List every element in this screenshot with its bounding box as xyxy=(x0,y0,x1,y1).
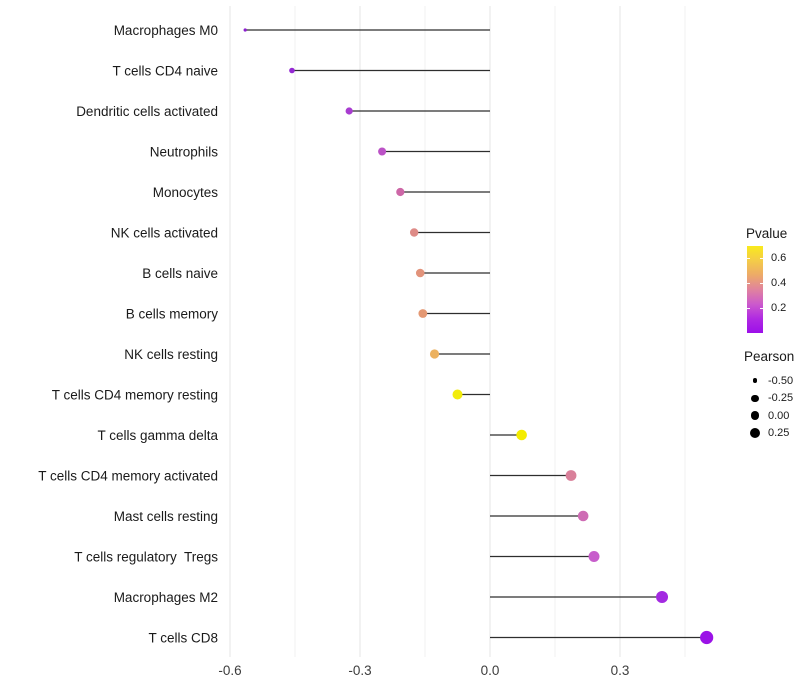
pearson-size-dot xyxy=(750,411,760,421)
pearson-size-item: 0.25 xyxy=(744,425,800,443)
pearson-size-item: 0.00 xyxy=(744,407,800,425)
row-label: Neutrophils xyxy=(150,144,219,159)
lollipop-dot xyxy=(516,429,527,441)
row-label: T cells gamma delta xyxy=(97,428,218,443)
x-axis-tick-label: -0.6 xyxy=(218,663,241,678)
lollipop-dot xyxy=(577,510,589,522)
lollipop-dot xyxy=(378,147,387,156)
lollipop-dot xyxy=(415,268,425,278)
pvalue-tick-label: 0.2 xyxy=(771,301,787,314)
pearson-size-label: 0.25 xyxy=(768,427,790,440)
pearson-dot-column xyxy=(744,428,766,439)
lollipop-dot xyxy=(418,309,428,318)
row-label: Macrophages M2 xyxy=(114,590,218,605)
pvalue-colorbar-tick xyxy=(760,308,763,310)
lollipop-dot xyxy=(409,228,419,237)
lollipop-dot xyxy=(345,107,353,115)
lollipop-dot xyxy=(243,28,247,32)
row-label: T cells CD8 xyxy=(148,630,218,645)
pvalue-tick-label: 0.4 xyxy=(771,276,787,289)
row-label: B cells memory xyxy=(126,306,219,321)
x-axis-tick-label: 0.0 xyxy=(481,663,500,678)
row-label: NK cells resting xyxy=(124,347,218,362)
pvalue-colorbar-tick xyxy=(747,258,750,260)
pearson-size-label: 0.00 xyxy=(768,409,790,422)
pvalue-tick-label: 0.6 xyxy=(771,251,787,264)
pearson-dot-column xyxy=(744,378,766,384)
row-label: T cells CD4 naive xyxy=(112,63,218,78)
pearson-size-dot xyxy=(749,428,761,439)
lollipop-dot xyxy=(429,349,440,359)
pearson-size-item: -0.50 xyxy=(744,372,800,390)
lollipop-dot xyxy=(452,389,463,400)
pearson-size-dot xyxy=(751,394,759,402)
pvalue-colorbar-tick xyxy=(760,283,763,285)
row-label: Mast cells resting xyxy=(114,509,218,524)
pvalue-legend-title: Pvalue xyxy=(746,226,788,241)
pearson-size-dot xyxy=(752,378,758,384)
row-label: T cells CD4 memory activated xyxy=(38,468,218,483)
pearson-legend-title: Pearson xyxy=(744,349,795,364)
row-label: T cells regulatory Tregs xyxy=(74,549,218,564)
lollipop-dot xyxy=(656,591,669,603)
lollipop-dot xyxy=(565,470,577,481)
pearson-dot-column xyxy=(744,394,766,402)
pearson-size-label: -0.50 xyxy=(768,374,794,387)
pearson-dot-column xyxy=(744,411,766,421)
lollipop-dot xyxy=(588,551,600,562)
pearson-size-label: -0.25 xyxy=(768,392,794,405)
row-label: NK cells activated xyxy=(111,225,218,240)
pvalue-colorbar-tick xyxy=(747,283,750,285)
pvalue-legend: Pvalue 0.6 0.4 0.2 xyxy=(746,226,800,333)
x-axis-tick-label: 0.3 xyxy=(611,663,630,678)
pearson-size-items: -0.50 -0.25 0.00 0.25 xyxy=(744,372,800,442)
lollipop-dot xyxy=(700,630,714,645)
pvalue-colorbar-tick xyxy=(760,258,763,260)
row-label: B cells naive xyxy=(142,266,218,281)
pvalue-gradient-bar xyxy=(747,246,763,333)
x-axis-tick-label: -0.3 xyxy=(348,663,371,678)
pvalue-colorbar-tick xyxy=(747,308,750,310)
pearson-legend: Pearson -0.50 -0.25 0.00 0.25 xyxy=(744,350,800,442)
row-label: Dendritic cells activated xyxy=(76,104,218,119)
lollipop-dot xyxy=(289,67,295,74)
row-label: T cells CD4 memory resting xyxy=(52,387,218,402)
lollipop-dot xyxy=(396,187,405,197)
row-label: Monocytes xyxy=(153,185,219,200)
pearson-size-item: -0.25 xyxy=(744,390,800,408)
row-label: Macrophages M0 xyxy=(114,23,218,38)
